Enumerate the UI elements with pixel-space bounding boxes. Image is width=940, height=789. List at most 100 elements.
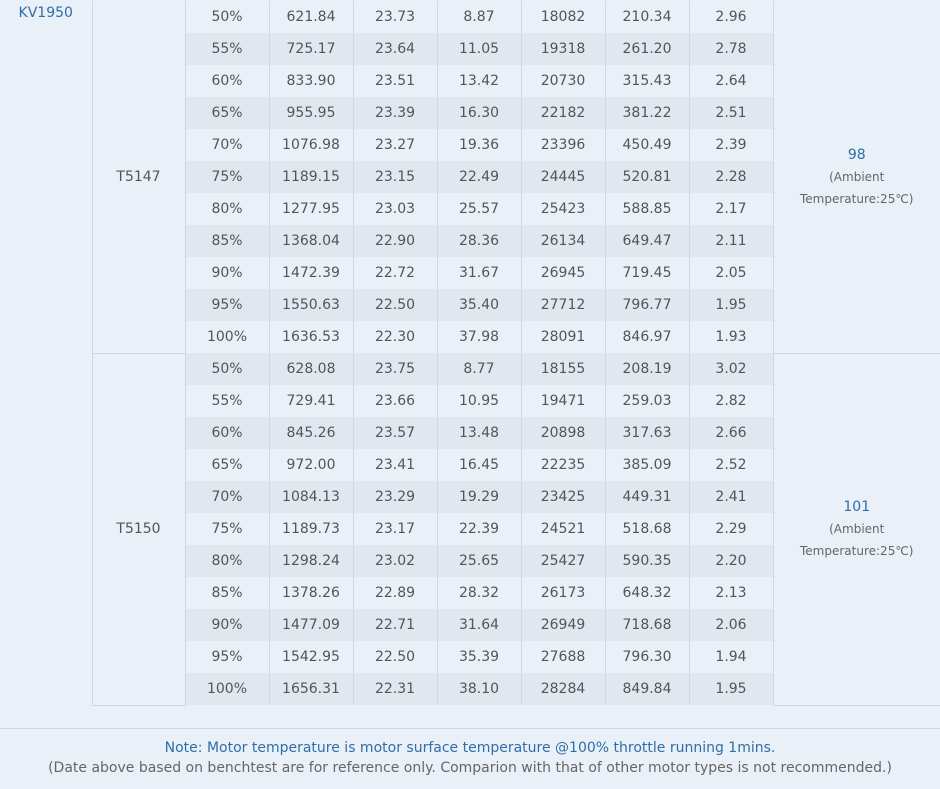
cell: 2.52 xyxy=(688,449,774,481)
cell: 85% xyxy=(184,577,270,609)
cell: 100% xyxy=(184,673,270,705)
cell: 2.20 xyxy=(688,545,774,577)
table-row: 60% 833.90 23.51 13.42 20730 315.43 2.64 xyxy=(0,65,940,97)
cell: 590.35 xyxy=(604,545,690,577)
cell: 2.64 xyxy=(688,65,774,97)
cell: 75% xyxy=(184,161,270,193)
cell: 25.65 xyxy=(436,545,522,577)
cell: 20898 xyxy=(520,417,606,449)
cell: 1076.98 xyxy=(268,129,354,161)
cell: 1.94 xyxy=(688,641,774,673)
cell: 25.57 xyxy=(436,193,522,225)
cell: 100% xyxy=(184,321,270,353)
cell: 28284 xyxy=(520,673,606,705)
temperature-note: (Ambient xyxy=(829,169,885,184)
cell: 796.30 xyxy=(604,641,690,673)
cell: 1542.95 xyxy=(268,641,354,673)
cell: 13.48 xyxy=(436,417,522,449)
cell: 22.50 xyxy=(352,289,438,321)
cell: 315.43 xyxy=(604,65,690,97)
motor-temperature: 98 (Ambient Temperature:25℃) xyxy=(772,1,940,354)
cell: 2.66 xyxy=(688,417,774,449)
cell: 28.36 xyxy=(436,225,522,257)
cell: 95% xyxy=(184,641,270,673)
cell: 1368.04 xyxy=(268,225,354,257)
temperature-note: Temperature:25℃) xyxy=(800,544,914,558)
cell: 1189.73 xyxy=(268,513,354,545)
table-row: 75% 1189.15 23.15 22.49 24445 520.81 2.28 xyxy=(0,161,940,193)
cell: 8.77 xyxy=(436,353,522,385)
table-row: 100% 1636.53 22.30 37.98 28091 846.97 1.93 xyxy=(0,321,940,353)
cell: 317.63 xyxy=(604,417,690,449)
table-row: 95% 1550.63 22.50 35.40 27712 796.77 1.95 xyxy=(0,289,940,321)
cell: 621.84 xyxy=(268,1,354,33)
cell: 259.03 xyxy=(604,385,690,417)
cell: 1636.53 xyxy=(268,321,354,353)
table-row: 85% 1378.26 22.89 28.32 26173 648.32 2.13 xyxy=(0,577,940,609)
cell: 518.68 xyxy=(604,513,690,545)
cell: 23.02 xyxy=(352,545,438,577)
cell: 1656.31 xyxy=(268,673,354,705)
cell: 22.72 xyxy=(352,257,438,289)
cell: 23.51 xyxy=(352,65,438,97)
cell: 28091 xyxy=(520,321,606,353)
cell: 23.27 xyxy=(352,129,438,161)
cell: 11.05 xyxy=(436,33,522,65)
cell: 2.28 xyxy=(688,161,774,193)
cell: 37.98 xyxy=(436,321,522,353)
cell: 833.90 xyxy=(268,65,354,97)
cell: 22.50 xyxy=(352,641,438,673)
cell: 23.03 xyxy=(352,193,438,225)
cell: 90% xyxy=(184,257,270,289)
cell: 2.41 xyxy=(688,481,774,513)
cell: 385.09 xyxy=(604,449,690,481)
cell: 10.95 xyxy=(436,385,522,417)
cell: 23.29 xyxy=(352,481,438,513)
table-row: 70% 1084.13 23.29 19.29 23425 449.31 2.41 xyxy=(0,481,940,513)
table-row: 75% 1189.73 23.17 22.39 24521 518.68 2.29 xyxy=(0,513,940,545)
cell: 2.29 xyxy=(688,513,774,545)
cell: 80% xyxy=(184,193,270,225)
cell: 2.78 xyxy=(688,33,774,65)
cell: 31.64 xyxy=(436,609,522,641)
cell: 27688 xyxy=(520,641,606,673)
cell: 1.93 xyxy=(688,321,774,353)
cell: 719.45 xyxy=(604,257,690,289)
cell: 26134 xyxy=(520,225,606,257)
cell: 26945 xyxy=(520,257,606,289)
cell: 849.84 xyxy=(604,673,690,705)
kv-label: KV1950 xyxy=(0,1,93,705)
cell: 1298.24 xyxy=(268,545,354,577)
cell: 23.57 xyxy=(352,417,438,449)
cell: 261.20 xyxy=(604,33,690,65)
motor-model: T5150 xyxy=(91,353,186,706)
cell: 26173 xyxy=(520,577,606,609)
cell: 22.90 xyxy=(352,225,438,257)
cell: 85% xyxy=(184,225,270,257)
cell: 22.31 xyxy=(352,673,438,705)
cell: 2.11 xyxy=(688,225,774,257)
cell: 718.68 xyxy=(604,609,690,641)
cell: 210.34 xyxy=(604,1,690,33)
motor-model: T5147 xyxy=(91,1,186,354)
cell: 1477.09 xyxy=(268,609,354,641)
footnote: Note: Motor temperature is motor surface… xyxy=(0,728,940,776)
cell: 972.00 xyxy=(268,449,354,481)
table-row: 55% 725.17 23.64 11.05 19318 261.20 2.78 xyxy=(0,33,940,65)
cell: 449.31 xyxy=(604,481,690,513)
cell: 75% xyxy=(184,513,270,545)
cell: 796.77 xyxy=(604,289,690,321)
cell: 649.47 xyxy=(604,225,690,257)
cell: 13.42 xyxy=(436,65,522,97)
cell: 1.95 xyxy=(688,673,774,705)
cell: 3.02 xyxy=(688,353,774,385)
cell: 22235 xyxy=(520,449,606,481)
cell: 25423 xyxy=(520,193,606,225)
cell: 16.45 xyxy=(436,449,522,481)
cell: 19471 xyxy=(520,385,606,417)
table-row: 80% 1298.24 23.02 25.65 25427 590.35 2.20 xyxy=(0,545,940,577)
cell: 18082 xyxy=(520,1,606,33)
cell: 2.17 xyxy=(688,193,774,225)
cell: 22.49 xyxy=(436,161,522,193)
cell: 22.89 xyxy=(352,577,438,609)
